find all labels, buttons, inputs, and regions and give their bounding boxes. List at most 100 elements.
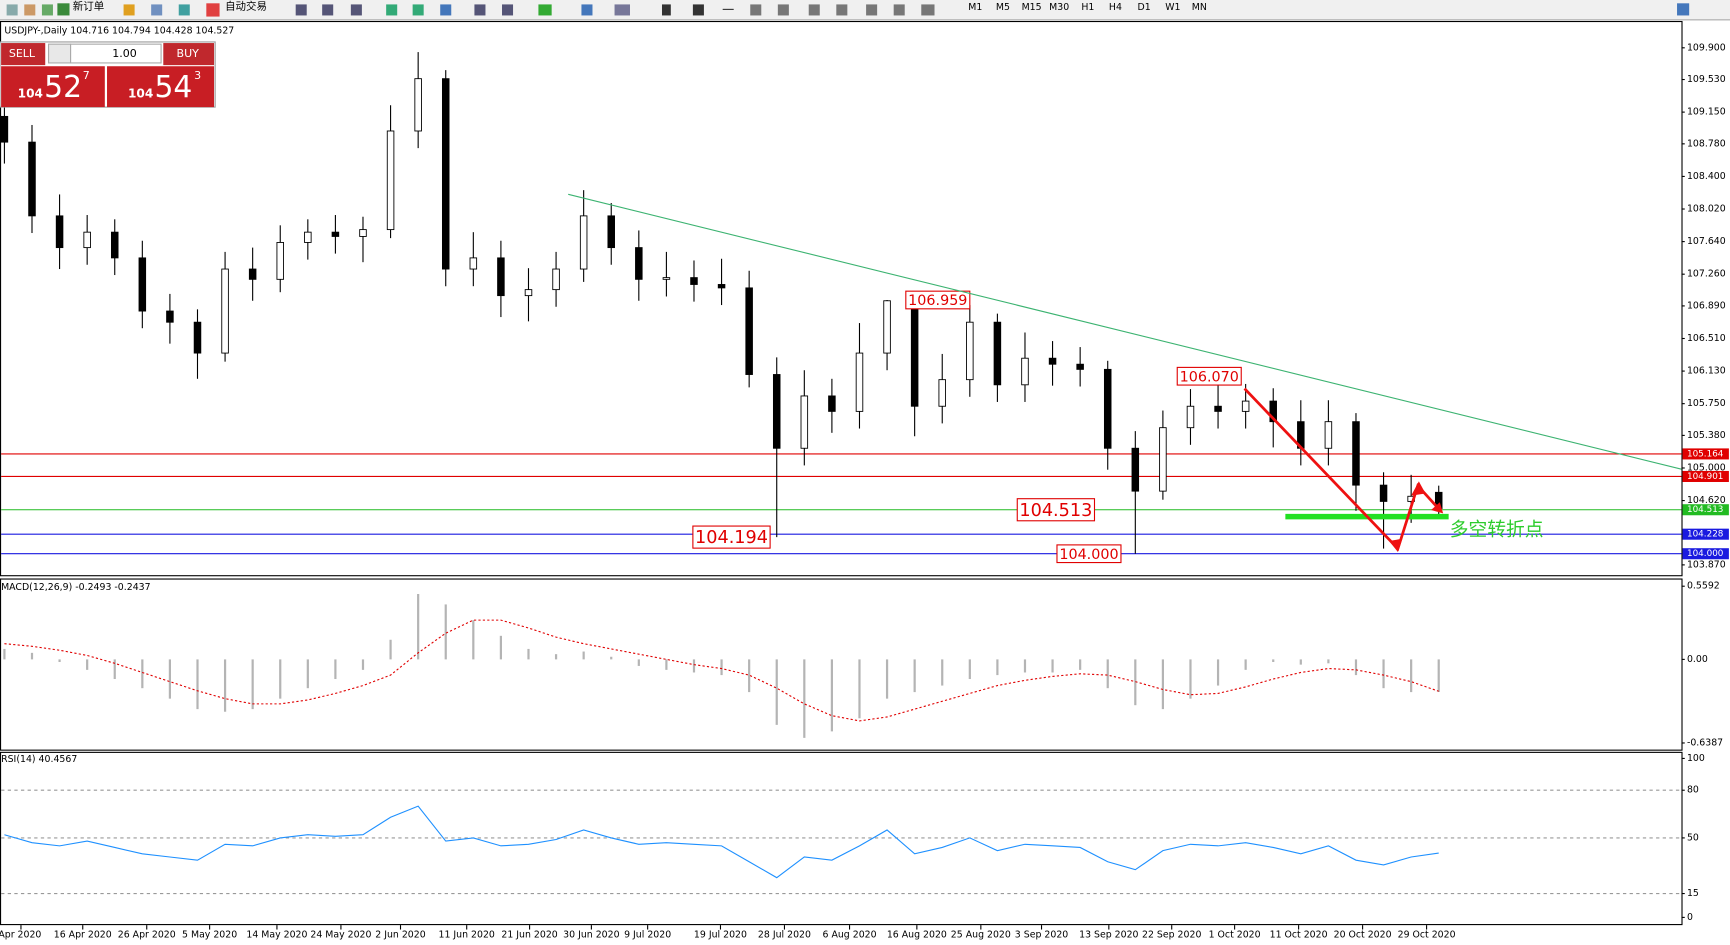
timeframe-button[interactable]: M1	[968, 2, 982, 13]
x-tick-label: 5 May 2020	[182, 930, 237, 941]
timeframe-button[interactable]: M15	[1022, 2, 1042, 13]
annotation-label: 104.000	[1059, 547, 1118, 563]
y-tick-label: 109.530	[1687, 74, 1726, 85]
x-tick-label: 29 Oct 2020	[1398, 930, 1456, 941]
level-tag	[1682, 548, 1729, 560]
arrow-head	[1431, 502, 1444, 514]
x-tick-label: 26 Apr 2020	[118, 930, 176, 941]
lot-input[interactable]	[70, 43, 162, 64]
candle-body	[1352, 421, 1360, 486]
candle-body	[635, 247, 643, 280]
y-tick-label: 109.900	[1687, 42, 1726, 53]
y-tick-label: 106.890	[1687, 300, 1726, 311]
toolbar-button[interactable]: 新订单	[73, 0, 104, 13]
level-tag	[1682, 470, 1729, 482]
timeframe-button[interactable]: M5	[996, 2, 1010, 13]
x-tick-label: 16 Aug 2020	[887, 930, 947, 941]
candle-body	[690, 277, 698, 285]
toolbar	[0, 0, 1730, 20]
buy-button[interactable]	[163, 43, 215, 66]
candle-body	[331, 231, 340, 237]
x-tick-label: 9 Jul 2020	[624, 930, 671, 941]
y-tick-label: 107.640	[1687, 236, 1726, 247]
candle-body	[1269, 400, 1277, 423]
y-tick-label: 105.000	[1687, 462, 1726, 473]
y-tick-label: 106.130	[1687, 366, 1726, 377]
x-tick-label: 25 Aug 2020	[951, 930, 1011, 941]
candle-body	[1186, 405, 1195, 429]
y-tick-label: 100	[1687, 753, 1705, 764]
y-tick-label: 50	[1687, 832, 1699, 843]
level-label: 104.901	[1687, 472, 1723, 482]
candle-body	[276, 242, 284, 280]
y-tick-label: 108.400	[1687, 171, 1726, 182]
y-tick-label: 109.150	[1687, 107, 1726, 118]
candle-body	[1324, 421, 1333, 449]
candle-body	[800, 395, 809, 449]
timeframe-button[interactable]: H1	[1081, 2, 1094, 13]
level-label: 104.228	[1687, 530, 1723, 540]
y-tick-label: 106.510	[1687, 333, 1726, 344]
trendline	[568, 193, 1682, 470]
x-tick-label: 19 Jul 2020	[694, 930, 747, 941]
level-tag	[1682, 448, 1729, 460]
candle-body	[883, 300, 891, 354]
buy-price-box[interactable]	[107, 66, 215, 108]
lot-spinner[interactable]	[47, 43, 72, 64]
sell-button[interactable]	[1, 43, 46, 66]
candle-body	[0, 115, 9, 143]
signal-line	[4, 619, 1439, 722]
candle-body	[55, 215, 64, 249]
candle-body	[193, 321, 202, 354]
sell-big: 104	[18, 86, 43, 100]
timeframe-button[interactable]: D1	[1138, 2, 1151, 13]
y-tick-label: 105.380	[1687, 430, 1726, 441]
x-tick-label: 20 Oct 2020	[1334, 930, 1392, 941]
y-tick-label: 108.780	[1687, 138, 1726, 149]
candle-body	[552, 268, 560, 291]
x-tick-label: 3 Sep 2020	[1015, 930, 1068, 941]
annotation-box	[1016, 498, 1096, 522]
lot-value: 1.00	[112, 47, 137, 60]
level-label: 105.164	[1687, 449, 1724, 459]
timeframe-button[interactable]: W1	[1165, 2, 1180, 13]
candle-body	[359, 229, 367, 237]
x-tick-label: 28 Jul 2020	[758, 930, 811, 941]
annotation-box	[1056, 544, 1122, 564]
candle-body	[1048, 357, 1057, 365]
y-tick-label: 0.00	[1687, 654, 1708, 665]
toolbar-button[interactable]: 自动交易	[225, 0, 267, 13]
arrow-head	[1389, 538, 1403, 552]
sell-label: SELL	[9, 47, 36, 60]
annotation-label: 106.959	[908, 293, 967, 309]
candle-body	[386, 130, 395, 231]
annotation-label: 106.070	[1180, 369, 1239, 385]
candle-body	[717, 284, 726, 289]
timeframe-button[interactable]: MN	[1192, 2, 1207, 13]
rsi-line	[4, 805, 1439, 879]
y-tick-label: 108.020	[1687, 204, 1726, 215]
x-tick-label: 24 May 2020	[310, 930, 371, 941]
sell-frac: 7	[83, 69, 90, 82]
candle-body	[248, 268, 257, 280]
candle-body	[304, 231, 312, 243]
candle-body	[166, 310, 174, 323]
candle-body	[828, 395, 836, 412]
level-tag	[1682, 504, 1729, 516]
x-tick-label: 11 Oct 2020	[1270, 930, 1328, 941]
candle-body	[993, 321, 1002, 386]
annotation-box	[905, 290, 971, 310]
rsi-title: RSI(14) 40.4567	[1, 754, 77, 765]
candle-body	[855, 352, 864, 412]
y-tick-label: 0.5592	[1687, 581, 1720, 592]
x-tick-label: Apr 2020	[0, 930, 41, 941]
annotation-label: 104.194	[695, 528, 768, 548]
x-tick-label: 21 Jun 2020	[501, 930, 557, 941]
y-tick-label: 107.260	[1687, 269, 1726, 280]
buy-label: BUY	[177, 47, 200, 60]
sell-price-box[interactable]	[1, 66, 105, 108]
x-tick-label: 6 Aug 2020	[823, 930, 877, 941]
timeframe-button[interactable]: H4	[1109, 2, 1122, 13]
x-tick-label: 22 Sep 2020	[1142, 930, 1201, 941]
timeframe-button[interactable]: M30	[1049, 2, 1069, 13]
